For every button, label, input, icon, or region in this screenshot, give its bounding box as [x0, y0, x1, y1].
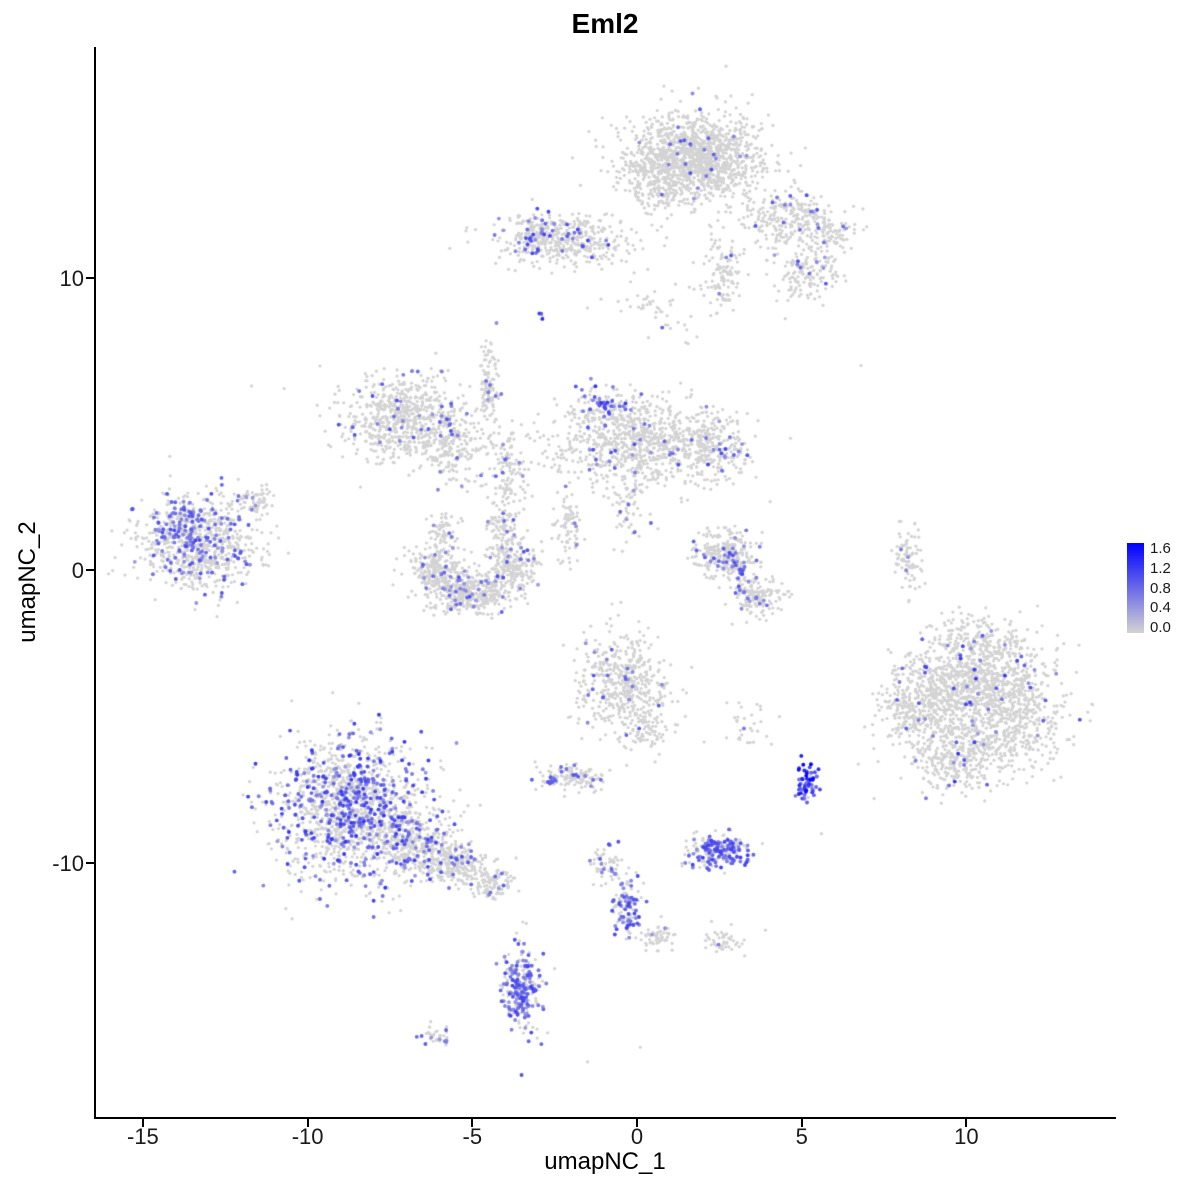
legend-gradient-bar [1127, 543, 1144, 633]
y-tick-label: 10 [59, 265, 84, 291]
x-tick-mark [471, 1119, 474, 1127]
x-tick-mark [141, 1119, 144, 1127]
x-tick-mark [800, 1119, 803, 1127]
legend-tick-label: 0.0 [1150, 619, 1171, 636]
y-axis-title: umapNC_2 [14, 521, 41, 643]
x-tick-label: 0 [630, 1124, 644, 1149]
x-axis-title: umapNC_1 [544, 1148, 666, 1175]
legend-labels: 1.6 1.2 0.8 0.4 0.0 [1150, 541, 1171, 635]
x-tick-label: -15 [126, 1124, 159, 1149]
y-tick-mark [86, 861, 94, 864]
x-tick-label: 10 [954, 1124, 979, 1149]
x-tick-mark [306, 1119, 309, 1127]
x-axis-line [94, 1117, 1116, 1119]
x-tick-mark [965, 1119, 968, 1127]
y-tick-mark [86, 569, 94, 572]
y-tick-label: -10 [52, 850, 84, 876]
y-axis-line [94, 47, 96, 1119]
legend-tick-label: 1.2 [1150, 559, 1171, 577]
y-tick-mark [86, 276, 94, 279]
y-tick-label: 0 [71, 558, 84, 584]
plot-title: Eml2 [571, 8, 639, 39]
legend-tick-label: 0.8 [1150, 579, 1171, 597]
x-tick-mark [636, 1119, 638, 1127]
x-tick-label: -10 [291, 1124, 324, 1149]
legend-tick-label: 0.4 [1150, 599, 1171, 617]
x-tick-label: -5 [462, 1124, 483, 1149]
legend-tick-label: 1.6 [1150, 540, 1171, 557]
x-tick-label: 5 [795, 1124, 808, 1149]
